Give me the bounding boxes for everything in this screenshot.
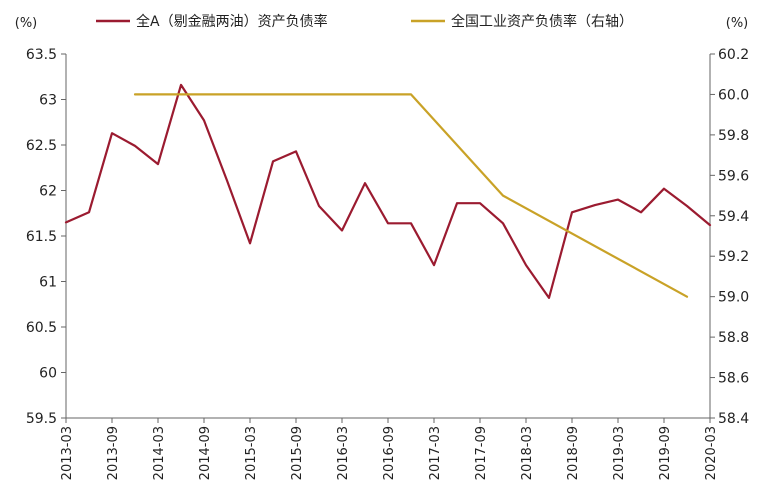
left-axis-unit: (%) — [15, 16, 38, 31]
right-tick-label: 59.6 — [718, 168, 749, 184]
right-tick-label: 58.6 — [718, 371, 749, 387]
x-tick-label: 2015-09 — [290, 426, 305, 480]
left-tick-label: 60 — [39, 366, 57, 382]
left-tick-label: 61 — [39, 275, 57, 291]
x-tick-label: 2019-09 — [658, 426, 673, 480]
x-tick-label: 2018-09 — [566, 426, 581, 480]
left-tick-label: 63.5 — [26, 47, 57, 63]
right-tick-label: 60.0 — [718, 87, 749, 103]
x-tick-label: 2013-03 — [60, 426, 75, 480]
x-tick-label: 2019-03 — [612, 426, 627, 480]
right-tick-label: 59.0 — [718, 290, 749, 306]
right-tick-label: 58.4 — [718, 411, 749, 427]
right-tick-label: 58.8 — [718, 330, 749, 346]
x-tick-label: 2014-09 — [198, 426, 213, 480]
x-tick-label: 2018-03 — [520, 426, 535, 480]
right-tick-label: 60.2 — [718, 47, 749, 63]
left-tick-label: 62 — [39, 184, 57, 200]
x-tick-label: 2017-09 — [474, 426, 489, 480]
left-tick-label: 61.5 — [26, 229, 57, 245]
left-tick-label: 60.5 — [26, 320, 57, 336]
x-tick-label: 2016-03 — [336, 426, 351, 480]
left-axis-ticks: 59.5 60 60.5 61 61.5 62 62.5 63 63.5 — [26, 47, 66, 427]
x-tick-label: 2016-09 — [382, 426, 397, 480]
left-tick-label: 63 — [39, 93, 57, 109]
right-tick-label: 59.4 — [718, 209, 749, 225]
x-tick-label: 2017-03 — [428, 426, 443, 480]
x-tick-label: 2014-03 — [152, 426, 167, 480]
x-axis-ticks: 2013-03 2013-09 2014-03 2014-09 2015-03 2015-… — [60, 418, 719, 480]
right-tick-label: 59.8 — [718, 128, 749, 144]
left-tick-label: 59.5 — [26, 411, 57, 427]
right-axis-ticks: 58.4 58.6 58.8 59.0 59.2 59.4 59.6 59.8 60.0 60.2 — [710, 47, 749, 427]
x-tick-label: 2013-09 — [106, 426, 121, 480]
series-line-2 — [133, 93, 689, 298]
right-axis-unit: (%) — [726, 16, 749, 31]
left-tick-label: 62.5 — [26, 138, 57, 154]
legend: 全A（剔金融两油）资产负债率 全国工业资产负债率（右轴） — [96, 13, 633, 30]
series-line-1 — [64, 83, 712, 299]
series-lines — [64, 83, 712, 299]
right-tick-label: 59.2 — [718, 249, 749, 265]
legend-label-series-1: 全A（剔金融两油）资产负债率 — [136, 13, 328, 30]
x-tick-label: 2020-03 — [704, 426, 719, 480]
legend-label-series-2: 全国工业资产负债率（右轴） — [451, 13, 633, 30]
x-tick-label: 2015-03 — [244, 426, 259, 480]
